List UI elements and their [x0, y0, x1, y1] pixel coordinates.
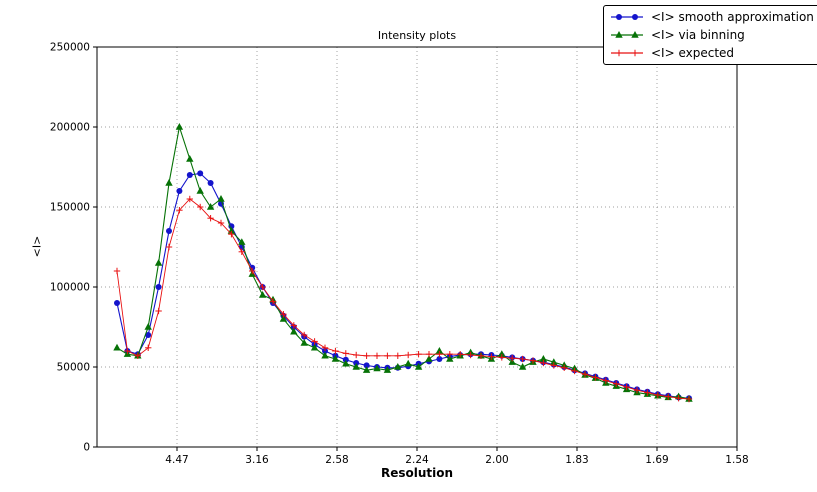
x-tick-label: 3.16 — [245, 454, 269, 466]
y-axis-label: <I> — [30, 235, 44, 258]
chart-title: Intensity plots — [377, 29, 457, 42]
legend-label-smooth-approximation: <I> smooth approximation — [651, 10, 814, 24]
y-tick-label: 50000 — [57, 362, 90, 374]
y-tick-labels: 0 50000 100000 150000 200000 250000 — [50, 42, 90, 454]
legend: <I> smooth approximation <I> via binning… — [603, 5, 817, 65]
axes-frame — [93, 46, 738, 451]
legend-marker-triangle-icon — [611, 31, 643, 38]
legend-label-via-binning: <I> via binning — [651, 28, 745, 42]
legend-label-expected: <I> expected — [651, 46, 735, 60]
x-tick-label: 4.47 — [165, 454, 188, 466]
series-2 — [113, 195, 693, 403]
y-tick-label: 200000 — [50, 122, 90, 134]
legend-item-expected: <I> expected — [609, 44, 814, 62]
x-tick-label: 2.24 — [405, 454, 429, 466]
legend-item-via-binning: <I> via binning — [609, 26, 814, 44]
x-axis-label: Resolution — [380, 466, 454, 480]
x-tick-label: 1.69 — [645, 454, 668, 466]
y-tick-label: 250000 — [50, 42, 90, 54]
y-tick-label: 0 — [83, 442, 90, 454]
legend-marker-circle-icon — [611, 14, 643, 20]
x-tick-labels: 4.47 3.16 2.58 2.24 2.00 1.83 1.69 1.58 — [165, 454, 748, 466]
series-1 — [113, 123, 693, 402]
x-tick-label: 1.83 — [565, 454, 588, 466]
x-tick-label: 2.00 — [485, 454, 508, 466]
legend-marker-plus-icon — [611, 49, 643, 57]
grid — [97, 46, 738, 448]
y-tick-label: 100000 — [50, 282, 90, 294]
x-tick-label: 2.58 — [325, 454, 348, 466]
x-tick-label: 1.58 — [725, 454, 748, 466]
y-tick-label: 150000 — [50, 202, 90, 214]
legend-item-smooth-approximation: <I> smooth approximation — [609, 8, 814, 26]
